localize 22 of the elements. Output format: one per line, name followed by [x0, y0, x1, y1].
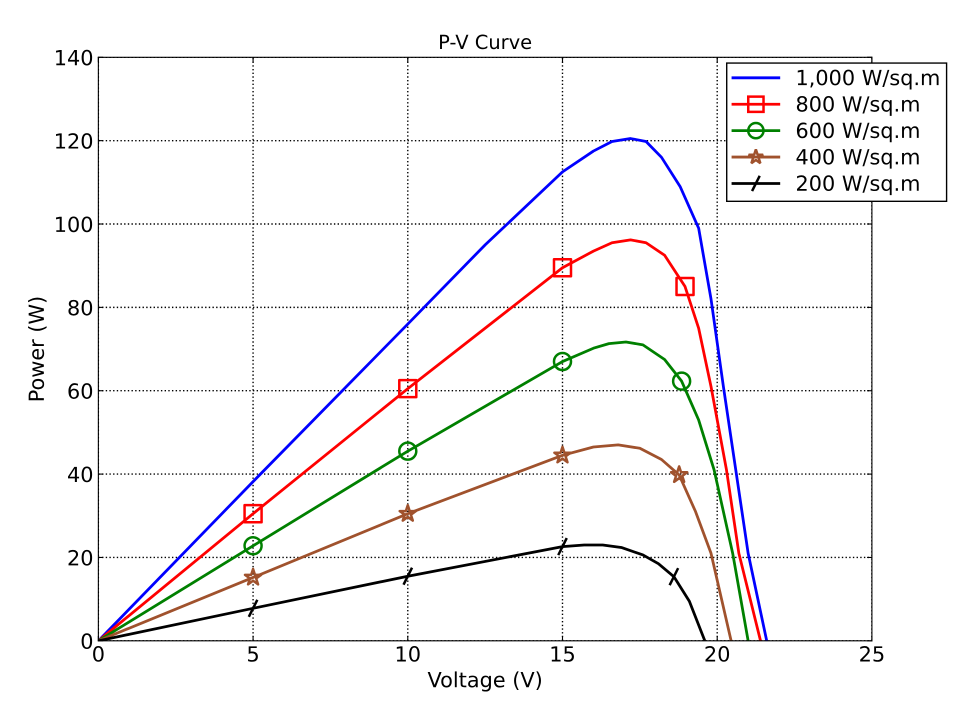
y-axis-title: Power (W) — [28, 298, 47, 400]
x-tick-label: 25 — [860, 646, 884, 662]
chart-title: P-V Curve — [440, 34, 532, 50]
y-tick-label: 100 — [56, 216, 92, 232]
legend-label: 200 W/sq.m — [796, 175, 919, 196]
x-tick-label: 20 — [705, 646, 730, 662]
legend-label: 600 W/sq.m — [796, 122, 919, 142]
x-axis-title: Voltage (V) — [428, 671, 541, 692]
y-tick-label: 140 — [56, 50, 92, 66]
y-tick-label: 120 — [56, 133, 92, 149]
legend-label: 800 W/sq.m — [796, 96, 919, 116]
x-tick-label: 10 — [396, 646, 420, 662]
x-tick-label: 0 — [93, 646, 104, 662]
y-tick-label: 60 — [68, 383, 92, 399]
x-tick-label: 15 — [552, 646, 574, 662]
x-tick-label: 5 — [248, 646, 258, 662]
y-tick-label: 0 — [82, 633, 92, 650]
y-tick-label: 20 — [68, 550, 92, 566]
legend-label: 400 W/sq.m — [796, 148, 919, 169]
y-tick-label: 80 — [68, 300, 92, 316]
y-tick-label: 40 — [68, 466, 92, 482]
legend-label: 1,000 W/sq.m — [798, 70, 939, 90]
